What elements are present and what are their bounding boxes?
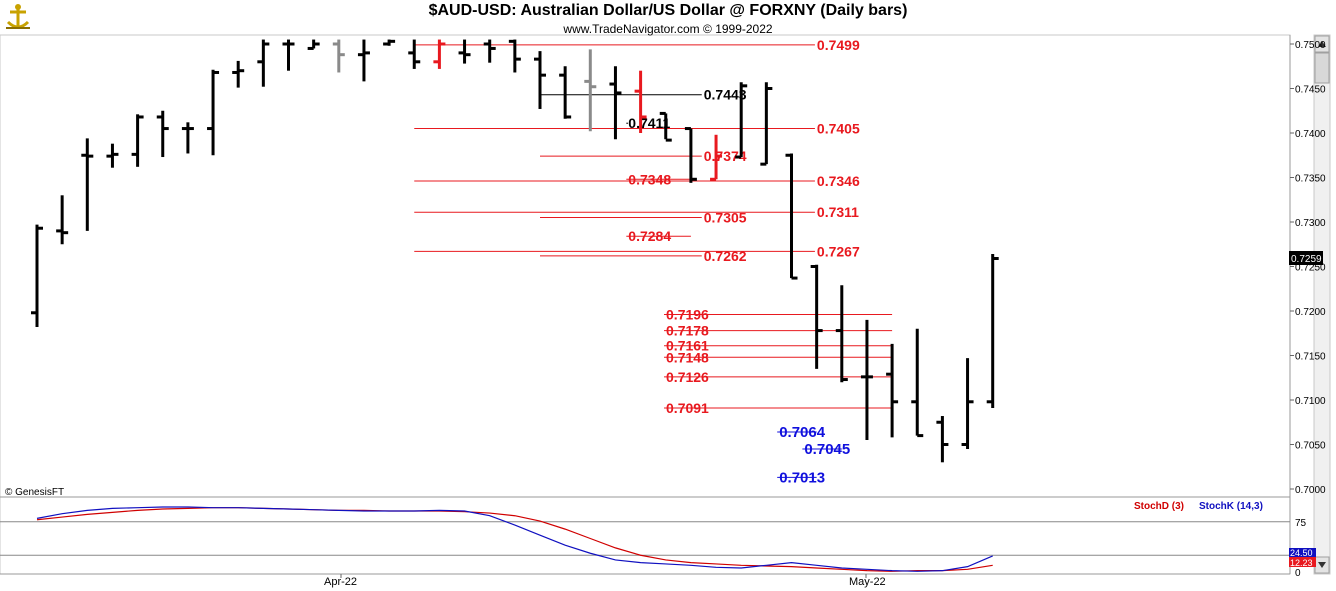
stochk-line bbox=[36, 506, 993, 572]
ohlc-bar bbox=[886, 343, 899, 438]
price-tick-label: 0.7450 bbox=[1295, 85, 1326, 96]
ohlc-bar bbox=[936, 416, 949, 463]
level-label: 0.7267 bbox=[817, 243, 860, 259]
ohlc-bar bbox=[659, 111, 672, 142]
level-label: 0.7196 bbox=[666, 307, 709, 323]
ohlc-bar bbox=[408, 39, 421, 69]
level-label: 0.7148 bbox=[666, 349, 709, 365]
level-label: 0.7411 bbox=[628, 115, 670, 131]
copyright-label: © GenesisFT bbox=[5, 487, 64, 498]
ohlc-bar bbox=[483, 39, 496, 63]
ohlc-bar bbox=[181, 122, 194, 154]
last-price-label: 0.7259 bbox=[1291, 254, 1322, 265]
x-label-may: May-22 bbox=[849, 576, 886, 588]
ohlc-bar bbox=[307, 39, 320, 50]
stochd-line bbox=[36, 507, 993, 572]
stochastic-panel: 75250 bbox=[0, 506, 1307, 579]
level-label: 0.7178 bbox=[666, 323, 709, 339]
ohlc-bar bbox=[710, 134, 723, 181]
price-axis: 0.75000.74500.74000.73500.73000.72500.72… bbox=[1290, 40, 1326, 496]
price-tick-label: 0.7150 bbox=[1295, 352, 1326, 363]
ohlc-bar bbox=[684, 127, 697, 183]
levels-layer: 0.7499 0.7443 0.7411 0.7405 0.7374 0.7348 0.73… bbox=[414, 37, 893, 486]
x-label-apr: Apr-22 bbox=[324, 576, 357, 588]
price-tick-label: 0.7100 bbox=[1295, 396, 1326, 407]
ohlc-bar bbox=[559, 66, 572, 119]
ohlc-bar bbox=[106, 143, 119, 168]
ohlc-bar bbox=[760, 82, 773, 166]
price-tick-label: 0.7000 bbox=[1295, 485, 1326, 496]
level-label: 0.7311 bbox=[817, 204, 859, 220]
ohlc-bar bbox=[584, 49, 597, 132]
ohlc-bar bbox=[383, 39, 396, 46]
level-label: 0.7374 bbox=[704, 148, 747, 164]
scroll-up-icon bbox=[1318, 41, 1326, 47]
ohlc-bar bbox=[156, 110, 169, 158]
stoch-tick-label: 75 bbox=[1295, 518, 1307, 529]
ohlc-bar bbox=[433, 39, 446, 69]
level-label: 0.7284 bbox=[628, 228, 671, 244]
stochd-readout: 12.23 bbox=[1290, 558, 1313, 568]
scroll-thumb[interactable] bbox=[1314, 52, 1330, 84]
level-label: 0.7064 bbox=[779, 424, 826, 441]
price-tick-label: 0.7400 bbox=[1295, 129, 1326, 140]
ohlc-bar bbox=[458, 39, 471, 64]
level-label: 0.7262 bbox=[704, 248, 747, 264]
logo-icon bbox=[3, 2, 33, 32]
scroll-down-icon bbox=[1318, 562, 1326, 568]
ohlc-bar bbox=[357, 39, 370, 82]
price-tick-label: 0.7200 bbox=[1295, 307, 1326, 318]
ohlc-bar bbox=[282, 39, 295, 71]
level-label: 0.7499 bbox=[817, 37, 860, 53]
ohlc-bar bbox=[785, 153, 798, 280]
price-tick-label: 0.7300 bbox=[1295, 218, 1326, 229]
level-label: 0.7305 bbox=[704, 210, 747, 226]
level-label: 0.7013 bbox=[779, 469, 825, 486]
level-label: 0.7443 bbox=[704, 87, 747, 103]
price-tick-label: 0.7250 bbox=[1295, 263, 1326, 274]
price-tick-label: 0.7500 bbox=[1295, 40, 1326, 51]
stochd-legend: StochD (3) bbox=[1134, 501, 1184, 512]
last-price-tag bbox=[1289, 251, 1323, 265]
price-tick-label: 0.7350 bbox=[1295, 174, 1326, 185]
stochk-readout: 24.50 bbox=[1290, 548, 1313, 558]
ohlc-bar bbox=[508, 39, 521, 73]
level-label: 0.7126 bbox=[666, 369, 709, 385]
ohlc-bar bbox=[31, 224, 43, 328]
chart-subtitle: www.TradeNavigator.com © 1999-2022 bbox=[563, 22, 773, 36]
plot-frame bbox=[0, 34, 1291, 575]
ohlc-bar bbox=[735, 82, 748, 159]
ohlc-bar bbox=[232, 60, 245, 88]
ohlc-bar bbox=[534, 51, 546, 109]
bars-layer bbox=[31, 39, 999, 463]
stoch-tick-label: 0 bbox=[1295, 568, 1301, 579]
ohlc-bar bbox=[986, 254, 999, 409]
ohlc-bar bbox=[207, 69, 220, 156]
ohlc-bar bbox=[860, 319, 873, 441]
level-label: 0.7091 bbox=[666, 400, 709, 416]
ohlc-bar bbox=[609, 66, 622, 140]
ohlc-bar bbox=[810, 264, 823, 369]
ohlc-bar bbox=[131, 114, 144, 167]
level-label: 0.7045 bbox=[804, 441, 850, 458]
chart-title: $AUD-USD: Australian Dollar/US Dollar @ … bbox=[428, 2, 908, 19]
level-label: 0.7161 bbox=[666, 338, 709, 354]
ohlc-bar bbox=[911, 328, 924, 438]
ohlc-bar bbox=[332, 39, 345, 73]
ohlc-bar bbox=[81, 138, 94, 231]
ohlc-bar bbox=[634, 70, 647, 133]
stochk-readout-tag bbox=[1289, 548, 1316, 557]
stochd-readout-tag bbox=[1289, 557, 1316, 567]
level-label: 0.7346 bbox=[817, 173, 860, 189]
scrollbar-track[interactable] bbox=[1313, 34, 1331, 575]
ohlc-bar bbox=[835, 285, 848, 383]
ohlc-bar bbox=[257, 39, 270, 87]
ohlc-bar bbox=[56, 195, 69, 245]
price-tick-label: 0.7050 bbox=[1295, 441, 1326, 452]
ohlc-bar bbox=[961, 358, 974, 449]
level-label: 0.7348 bbox=[628, 171, 671, 187]
stochk-legend: StochK (14,3) bbox=[1199, 501, 1263, 512]
level-label: 0.7405 bbox=[817, 121, 860, 137]
